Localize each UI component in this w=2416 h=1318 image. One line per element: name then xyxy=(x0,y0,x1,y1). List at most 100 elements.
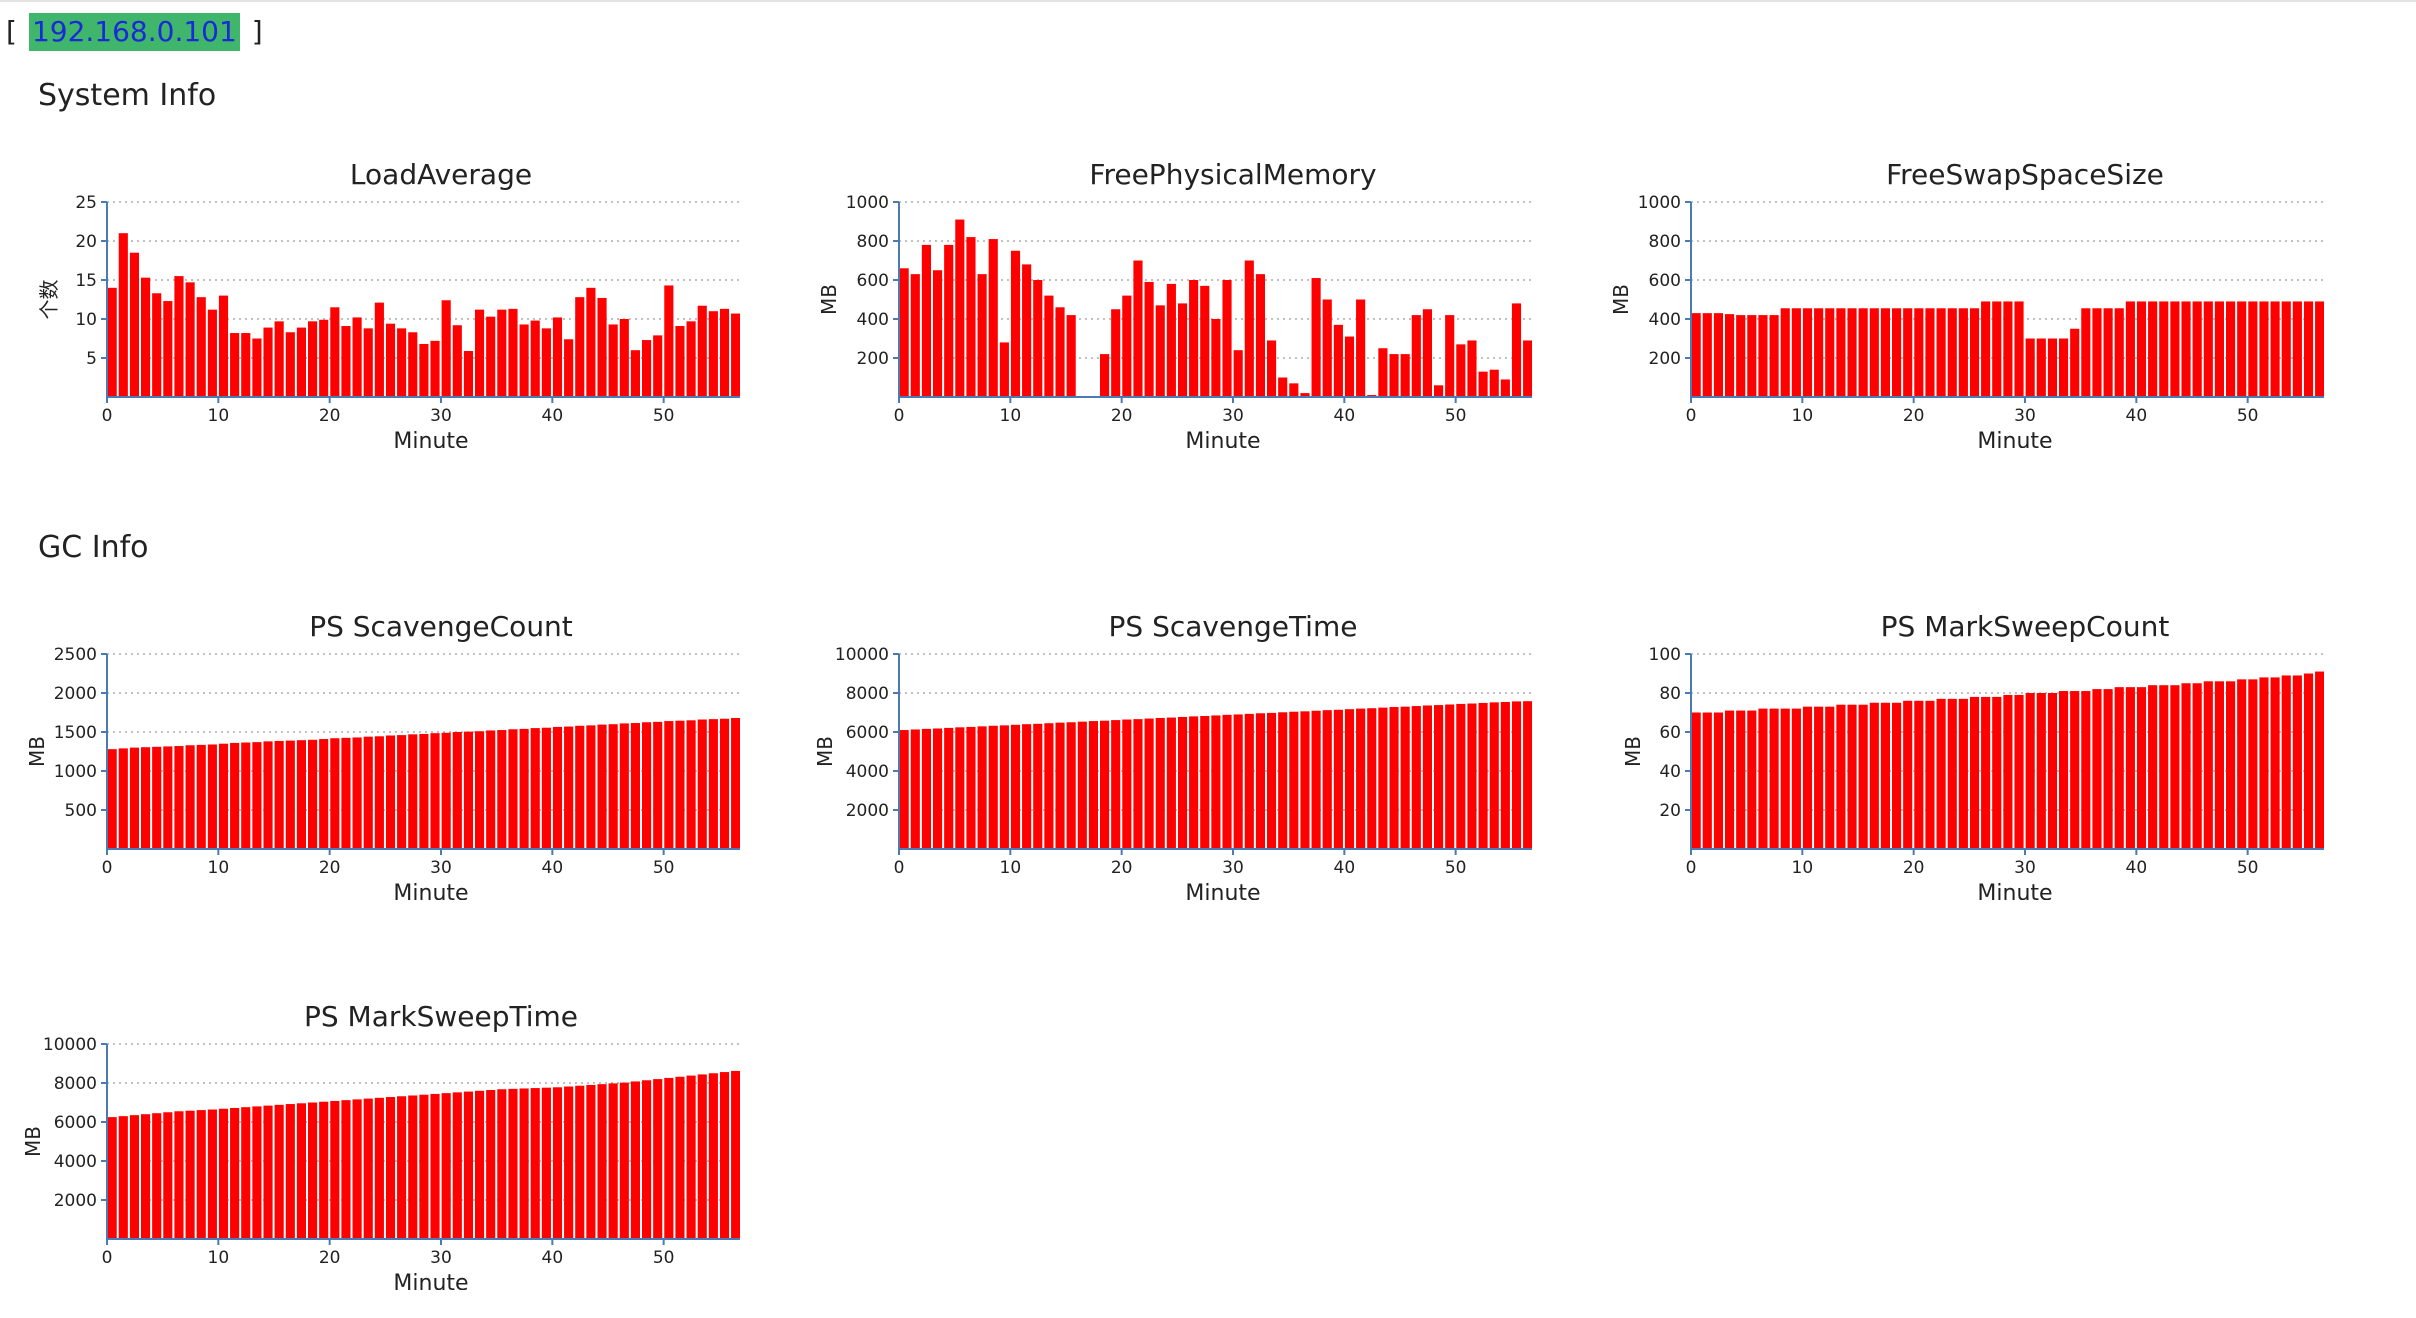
ps-mark-sweep-time-bar-47 xyxy=(630,1081,640,1239)
ps-mark-sweep-time-bar-4 xyxy=(152,1113,162,1239)
load-average-bar-48 xyxy=(642,340,652,397)
ps-mark-sweep-time-bar-43 xyxy=(586,1084,596,1239)
chart-ps-scavenge-count-svg: PS ScavengeCount010203040506050010001500… xyxy=(25,610,740,900)
load-average-bar-33 xyxy=(475,309,485,397)
free-physical-memory-bar-49 xyxy=(1445,315,1455,397)
section-title-gc: GC Info xyxy=(38,530,149,565)
free-physical-memory-bar-45 xyxy=(1400,354,1410,397)
ps-scavenge-count-bar-12 xyxy=(241,742,251,849)
ps-mark-sweep-count-bar-35 xyxy=(2081,691,2091,849)
load-average-x-tick-label-3: 30 xyxy=(430,406,452,426)
ps-scavenge-count-bar-25 xyxy=(385,735,396,849)
free-physical-memory-bar-13 xyxy=(1044,295,1054,397)
load-average-bar-53 xyxy=(697,305,707,397)
free-physical-memory-x-tick-label-5: 50 xyxy=(1445,406,1467,426)
ps-scavenge-count-bar-48 xyxy=(642,722,652,849)
load-average-bar-6 xyxy=(174,276,184,397)
free-physical-memory-bar-35 xyxy=(1289,383,1299,397)
ps-mark-sweep-time-bar-7 xyxy=(185,1110,195,1239)
ps-mark-sweep-time-bar-49 xyxy=(653,1079,663,1239)
ps-mark-sweep-count-bar-50 xyxy=(2248,679,2258,849)
load-average-bar-0 xyxy=(107,287,117,397)
ps-mark-sweep-time-bar-15 xyxy=(274,1104,284,1239)
free-swap-space-size-y-tick-label-4: 1000 xyxy=(1638,193,1681,213)
ps-scavenge-count-bar-31 xyxy=(452,732,462,849)
ps-mark-sweep-time-bar-52 xyxy=(686,1075,696,1239)
free-swap-space-size-bar-26 xyxy=(1981,301,1991,397)
ps-scavenge-count-bar-42 xyxy=(575,725,585,849)
free-swap-space-size-bar-32 xyxy=(2047,338,2057,397)
load-average-bar-25 xyxy=(385,323,396,397)
ps-mark-sweep-time-bar-14 xyxy=(263,1105,273,1239)
ps-mark-sweep-count-bar-37 xyxy=(2103,689,2113,849)
ps-mark-sweep-time-bar-42 xyxy=(575,1085,585,1239)
free-swap-space-size-bar-21 xyxy=(1925,308,1935,397)
free-swap-space-size-bar-10 xyxy=(1802,308,1813,397)
ps-mark-sweep-time-x-axis-label: Minute xyxy=(393,1271,468,1290)
free-physical-memory-bar-33 xyxy=(1267,340,1277,397)
ps-scavenge-count-y-tick-label-3: 2000 xyxy=(54,684,97,704)
load-average-x-tick-label-2: 20 xyxy=(319,406,341,426)
free-physical-memory-bar-31 xyxy=(1244,260,1254,397)
free-swap-space-size-bar-41 xyxy=(2148,301,2158,397)
free-physical-memory-bar-20 xyxy=(1122,295,1132,397)
ps-scavenge-count-x-axis-label: Minute xyxy=(393,881,468,900)
chart-free-swap-space-size: FreeSwapSpaceSize01020304050602004006008… xyxy=(1604,148,2324,448)
load-average-bar-8 xyxy=(196,297,206,397)
free-physical-memory-bar-26 xyxy=(1189,280,1199,397)
free-swap-space-size-bar-13 xyxy=(1836,308,1846,397)
ps-scavenge-time-bar-3 xyxy=(933,728,943,849)
ps-mark-sweep-count-title: PS MarkSweepCount xyxy=(1881,610,2170,643)
ps-scavenge-count-x-tick-label-5: 50 xyxy=(653,858,675,878)
free-swap-space-size-bar-33 xyxy=(2059,338,2069,397)
ps-scavenge-count-bar-35 xyxy=(497,730,507,849)
ps-scavenge-count-bar-38 xyxy=(530,728,540,849)
ps-scavenge-time-bar-45 xyxy=(1400,706,1410,849)
ps-mark-sweep-count-bar-9 xyxy=(1791,708,1801,849)
ps-scavenge-count-bar-36 xyxy=(508,729,518,849)
free-swap-space-size-bar-46 xyxy=(2203,301,2213,397)
load-average-bar-16 xyxy=(285,332,295,397)
load-average-bar-37 xyxy=(519,324,529,397)
load-average-bar-43 xyxy=(586,287,596,397)
free-swap-space-size-bar-55 xyxy=(2303,301,2314,397)
load-average-bar-9 xyxy=(207,309,217,397)
ps-scavenge-time-x-tick-label-5: 50 xyxy=(1445,858,1467,878)
ps-mark-sweep-time-bar-2 xyxy=(129,1115,139,1239)
free-swap-space-size-bar-37 xyxy=(2103,308,2113,397)
free-physical-memory-bar-40 xyxy=(1344,336,1355,397)
ps-mark-sweep-time-bar-54 xyxy=(708,1073,718,1239)
free-swap-space-size-bar-44 xyxy=(2181,301,2191,397)
free-physical-memory-y-tick-label-1: 400 xyxy=(857,310,889,330)
load-average-bar-14 xyxy=(263,327,273,397)
load-average-x-axis-label: Minute xyxy=(393,429,468,448)
ps-scavenge-time-bar-5 xyxy=(955,727,965,849)
ps-scavenge-time-bar-37 xyxy=(1311,710,1321,849)
load-average-bar-32 xyxy=(463,350,473,397)
ps-mark-sweep-time-bar-20 xyxy=(330,1100,340,1239)
ps-scavenge-time-bar-34 xyxy=(1278,712,1288,849)
free-physical-memory-bar-52 xyxy=(1478,371,1488,397)
free-swap-space-size-bar-23 xyxy=(1947,308,1957,397)
free-physical-memory-bar-22 xyxy=(1144,281,1154,397)
host-link[interactable]: 192.168.0.101 xyxy=(28,13,240,51)
load-average-bar-51 xyxy=(675,326,685,397)
ps-scavenge-time-y-tick-label-4: 10000 xyxy=(835,645,889,665)
ps-mark-sweep-time-bar-28 xyxy=(419,1094,429,1239)
ps-scavenge-count-bar-17 xyxy=(296,740,306,849)
free-swap-space-size-bar-43 xyxy=(2170,301,2180,397)
free-swap-space-size-bar-5 xyxy=(1747,315,1757,397)
chart-free-physical-memory: FreePhysicalMemory0102030405060200400600… xyxy=(812,148,1532,448)
free-physical-memory-bar-51 xyxy=(1467,340,1477,397)
load-average-bar-50 xyxy=(664,285,674,397)
ps-mark-sweep-count-bar-31 xyxy=(2036,693,2046,849)
ps-mark-sweep-time-bar-29 xyxy=(430,1093,440,1239)
ps-scavenge-time-bar-31 xyxy=(1244,713,1254,849)
free-swap-space-size-bar-2 xyxy=(1713,313,1723,397)
chart-ps-mark-sweep-count: PS MarkSweepCount01020304050602040608010… xyxy=(1604,600,2324,900)
free-swap-space-size-bar-49 xyxy=(2237,301,2247,397)
ps-mark-sweep-time-bar-3 xyxy=(141,1114,151,1239)
ps-mark-sweep-time-bar-50 xyxy=(664,1077,674,1239)
ps-mark-sweep-count-bar-28 xyxy=(2003,694,2013,849)
ps-scavenge-count-bar-1 xyxy=(118,748,128,849)
